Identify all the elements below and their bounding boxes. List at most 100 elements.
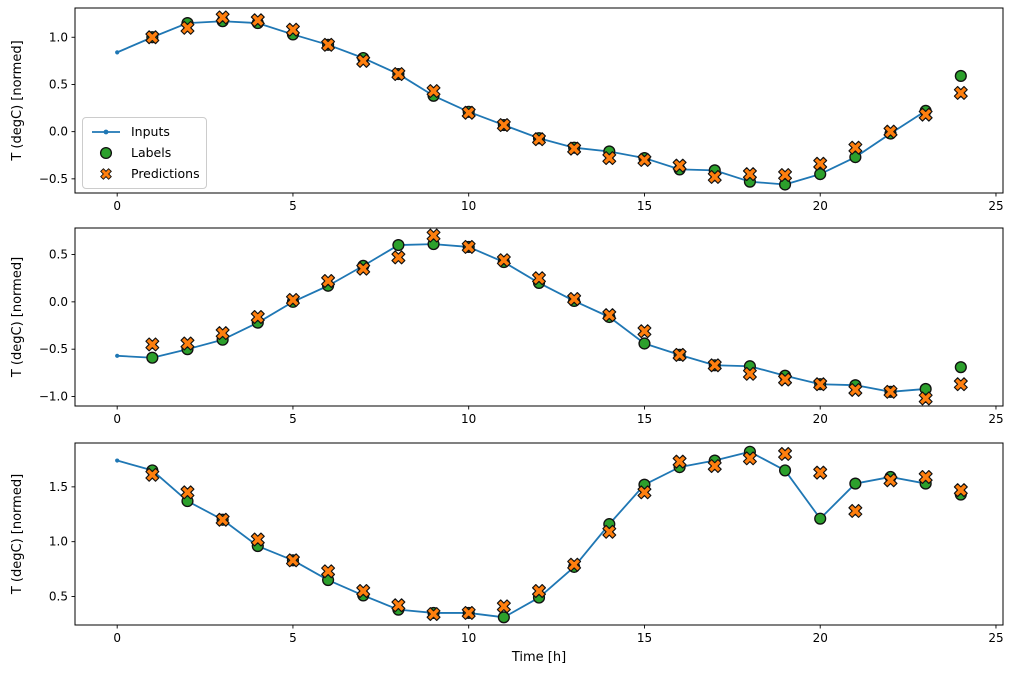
subplot-3: 0 5 10 15 20 25 0.5 1.0 1.5 T (degC) [normed] — [10, 442, 1004, 645]
y-tick-label: 0.5 — [49, 77, 68, 91]
x-tick-label: 15 — [637, 412, 652, 426]
predictions-marker — [461, 105, 476, 120]
predictions-marker — [391, 250, 406, 265]
predictions-marker — [145, 337, 160, 352]
predictions-marker — [215, 512, 230, 527]
predictions-marker — [883, 473, 898, 488]
inputs-point-marker — [115, 458, 120, 463]
inputs-line — [116, 450, 926, 619]
predictions-marker — [356, 584, 371, 599]
predictions-marker — [813, 156, 828, 171]
y-axis-label: T (degC) [normed] — [10, 474, 25, 595]
labels-marker — [814, 512, 827, 525]
x-tick-label: 25 — [988, 199, 1003, 213]
predictions-marker — [637, 324, 652, 339]
predictions-marker — [321, 37, 336, 52]
predictions-marker — [567, 292, 582, 307]
x-tick-label: 10 — [461, 631, 476, 645]
predictions-marker — [848, 140, 863, 155]
predictions-marker — [848, 382, 863, 397]
x-tick-label: 25 — [988, 631, 1003, 645]
x-tick-label: 0 — [113, 199, 121, 213]
inputs-point-marker — [115, 50, 120, 55]
y-tick-label: 1.5 — [49, 480, 68, 494]
legend-label-labels: Labels — [131, 145, 172, 160]
predictions-marker — [918, 391, 933, 406]
y-tick-label: 1.0 — [49, 30, 68, 44]
predictions-marker — [672, 454, 687, 469]
legend: Inputs Labels Predictions — [82, 117, 207, 189]
predictions-marker — [321, 274, 336, 289]
predictions-marker — [285, 553, 300, 568]
y-axis-label: T (degC) [normed] — [10, 257, 25, 378]
x-tick-label: 10 — [461, 199, 476, 213]
labels-marker — [497, 611, 510, 624]
predictions-marker — [567, 557, 582, 572]
y-axis-label: T (degC) [normed] — [10, 40, 25, 161]
y-tick-label: −1.0 — [39, 390, 68, 404]
x-tick-label: 15 — [637, 199, 652, 213]
labels-marker — [638, 337, 651, 350]
x-tick-label: 5 — [289, 199, 297, 213]
predictions-marker — [285, 22, 300, 37]
predictions-marker — [567, 141, 582, 156]
x-tick-label: 10 — [461, 412, 476, 426]
predictions-marker — [672, 347, 687, 362]
labels-marker — [954, 361, 967, 374]
legend-label-inputs: Inputs — [131, 124, 170, 139]
predictions-marker — [848, 503, 863, 518]
x-tick-label: 25 — [988, 412, 1003, 426]
labels-marker — [954, 69, 967, 83]
legend-row-inputs: Inputs — [91, 124, 198, 140]
y-tick-label: −0.5 — [39, 342, 68, 356]
labels-marker — [778, 464, 792, 477]
predictions-marker — [180, 20, 195, 35]
predictions-marker — [883, 124, 898, 139]
predictions-marker — [742, 366, 757, 381]
predictions-marker — [496, 253, 511, 268]
axes-frame — [74, 227, 1004, 407]
predictions-marker — [356, 53, 371, 68]
x-tick-label: 5 — [289, 412, 297, 426]
labels-marker — [849, 477, 862, 490]
predictions-marker — [813, 465, 828, 480]
predictions-marker — [250, 13, 265, 28]
predictions-marker — [953, 85, 968, 100]
predictions-marker — [250, 309, 265, 325]
y-tick-label: 0.5 — [49, 248, 68, 262]
predictions-marker — [215, 326, 230, 341]
predictions-marker — [215, 10, 230, 25]
subplot-1: 0 5 10 15 20 25 −0.5 0.0 0.5 1.0 T (degC) [normed] — [10, 7, 1004, 213]
predictions-marker — [145, 30, 160, 45]
predictions-marker — [391, 67, 406, 82]
predictions-marker — [531, 271, 547, 286]
predictions-marker — [180, 336, 195, 351]
inputs-line — [117, 243, 926, 393]
y-tick-label: 0.0 — [49, 125, 68, 139]
subplot-2: 0 5 10 15 20 25 −1.0 −0.5 0.0 0.5 T (degC) [normed… — [10, 227, 1004, 426]
predictions-marker — [461, 605, 476, 620]
y-tick-label: 1.0 — [49, 535, 68, 549]
predictions-marker — [637, 152, 652, 167]
axes-frame — [74, 7, 1004, 194]
predictions-marker — [461, 239, 476, 254]
predictions-marker — [778, 372, 793, 387]
predictions-marker — [180, 485, 195, 500]
x-tick-label: 20 — [813, 631, 828, 645]
predictions-marker — [602, 151, 617, 166]
predictions-marker — [707, 459, 722, 474]
y-tick-label: −0.5 — [39, 172, 68, 186]
inputs-line — [116, 20, 927, 186]
legend-row-predictions: Predictions — [91, 166, 200, 182]
predictions-x-icon — [100, 168, 112, 180]
predictions-marker — [953, 483, 968, 498]
predictions-marker — [918, 107, 933, 122]
predictions-marker — [813, 377, 828, 392]
predictions-marker — [778, 446, 793, 461]
predictions-marker — [918, 469, 933, 484]
predictions-marker — [391, 598, 406, 613]
x-tick-label: 20 — [813, 412, 828, 426]
x-tick-label: 0 — [113, 412, 121, 426]
predictions-marker — [145, 467, 160, 482]
